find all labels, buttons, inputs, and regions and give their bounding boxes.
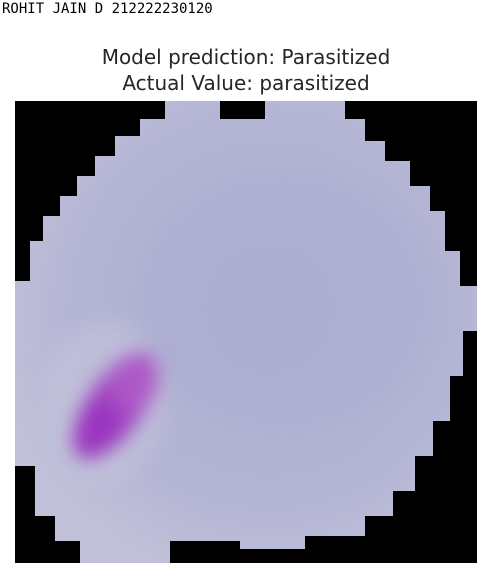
printed-output-line: ROHIT JAIN D 212222230120 bbox=[2, 1, 213, 17]
figure-title: Model prediction: Parasitized Actual Val… bbox=[0, 44, 480, 96]
parasite-stain bbox=[72, 352, 160, 460]
actual-value-title-line: Actual Value: parasitized bbox=[122, 71, 370, 95]
blood-cell-image bbox=[15, 101, 477, 563]
prediction-title-line: Model prediction: Parasitized bbox=[101, 45, 391, 69]
